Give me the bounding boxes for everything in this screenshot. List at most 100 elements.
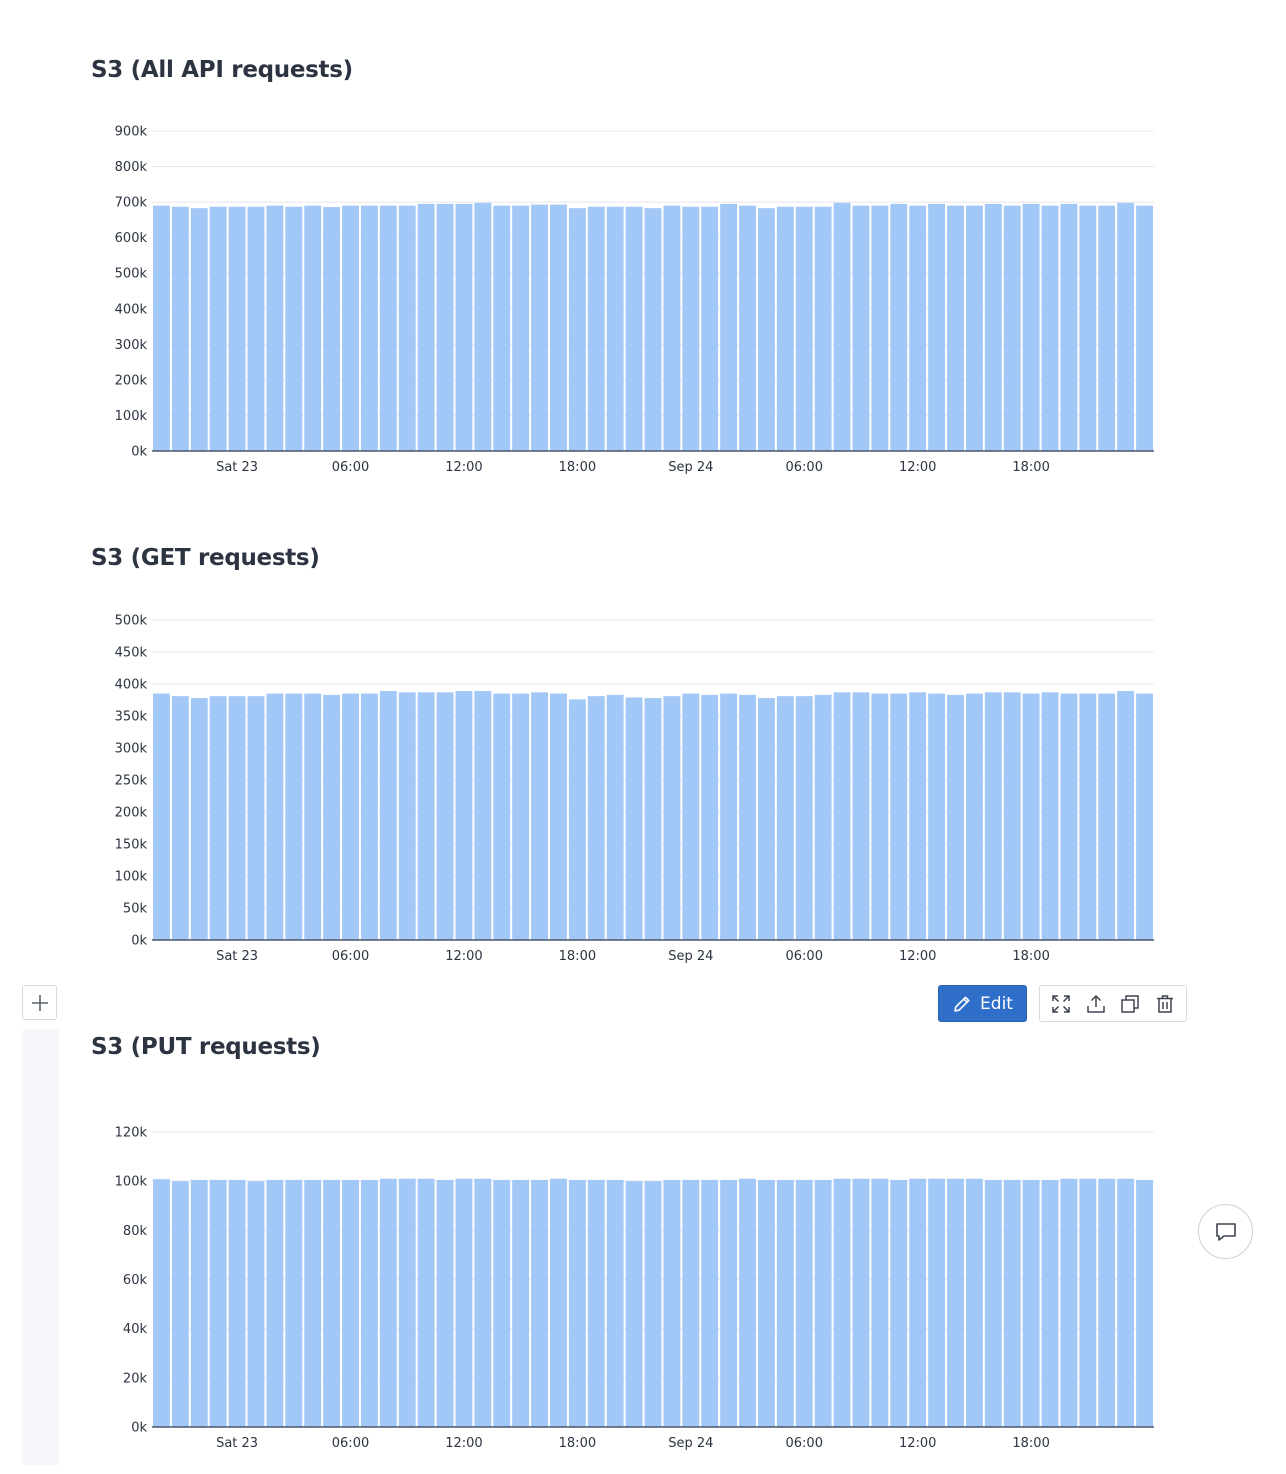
bar[interactable] [474, 691, 492, 940]
bar[interactable] [814, 1179, 832, 1427]
bar[interactable] [455, 203, 473, 451]
bar[interactable] [720, 693, 738, 940]
bar[interactable] [644, 208, 662, 451]
bar[interactable] [360, 205, 378, 451]
bar[interactable] [1079, 205, 1097, 451]
bar[interactable] [266, 205, 284, 451]
bar[interactable] [474, 1178, 492, 1427]
bar[interactable] [171, 206, 189, 451]
bar[interactable] [701, 1179, 719, 1427]
bar[interactable] [947, 1178, 964, 1427]
bar[interactable] [493, 1179, 511, 1427]
bar[interactable] [285, 206, 303, 451]
bar[interactable] [190, 208, 208, 451]
bar[interactable] [1136, 1179, 1153, 1427]
bar[interactable] [757, 698, 775, 940]
bar[interactable] [833, 692, 851, 940]
bar[interactable] [455, 691, 473, 940]
share-button[interactable] [1083, 991, 1109, 1017]
bar[interactable] [928, 203, 946, 451]
bar[interactable] [1098, 1178, 1116, 1427]
bar[interactable] [398, 1178, 416, 1427]
bar[interactable] [171, 1181, 189, 1427]
bar[interactable] [1041, 205, 1059, 451]
bar[interactable] [190, 1179, 208, 1427]
bar[interactable] [682, 206, 700, 451]
bar[interactable] [550, 1178, 567, 1427]
bar[interactable] [474, 202, 492, 451]
panel-drag-strip[interactable] [22, 1029, 59, 1465]
bar[interactable] [833, 1178, 851, 1427]
bar[interactable] [795, 1179, 813, 1427]
bar[interactable] [266, 693, 284, 940]
bar[interactable] [1060, 203, 1078, 451]
bar[interactable] [1022, 203, 1040, 451]
bar[interactable] [606, 206, 624, 451]
bar[interactable] [682, 693, 700, 940]
bar[interactable] [795, 696, 813, 940]
bar[interactable] [625, 1181, 643, 1427]
bar[interactable] [587, 206, 605, 451]
bar[interactable] [1060, 693, 1078, 940]
bar[interactable] [568, 699, 586, 940]
bar[interactable] [795, 206, 813, 451]
bar[interactable] [757, 1179, 775, 1427]
bar[interactable] [814, 206, 832, 451]
bar[interactable] [776, 1179, 794, 1427]
bar[interactable] [550, 204, 567, 451]
bar[interactable] [285, 1179, 303, 1427]
bar[interactable] [1117, 202, 1135, 451]
bar[interactable] [1022, 693, 1040, 940]
bar[interactable] [984, 1179, 1002, 1427]
bar[interactable] [965, 693, 983, 940]
bar[interactable] [228, 206, 246, 451]
bar[interactable] [1117, 691, 1135, 940]
bar[interactable] [304, 1179, 322, 1427]
bar[interactable] [1041, 692, 1059, 940]
bar[interactable] [323, 694, 341, 940]
bar[interactable] [209, 1179, 227, 1427]
bar[interactable] [1041, 1179, 1059, 1427]
bar[interactable] [1003, 1179, 1021, 1427]
bar[interactable] [852, 692, 870, 940]
bar[interactable] [360, 1179, 378, 1427]
bar[interactable] [909, 1178, 927, 1427]
bar[interactable] [436, 203, 454, 451]
bar[interactable] [1136, 693, 1153, 940]
bar[interactable] [153, 205, 170, 451]
bar[interactable] [776, 206, 794, 451]
bar[interactable] [342, 693, 359, 940]
bar[interactable] [342, 1179, 359, 1427]
bar[interactable] [323, 1179, 341, 1427]
bar[interactable] [606, 1179, 624, 1427]
bar[interactable] [153, 1179, 170, 1427]
bar[interactable] [417, 203, 435, 451]
bar[interactable] [209, 206, 227, 451]
bar[interactable] [512, 205, 530, 451]
bar[interactable] [247, 1181, 265, 1427]
bar[interactable] [625, 697, 643, 940]
bar[interactable] [379, 1178, 397, 1427]
bar[interactable] [701, 206, 719, 451]
bar[interactable] [663, 696, 681, 940]
bar[interactable] [947, 694, 964, 940]
bar[interactable] [436, 692, 454, 940]
bar[interactable] [550, 693, 567, 940]
bar[interactable] [682, 1179, 700, 1427]
bar[interactable] [436, 1179, 454, 1427]
bar[interactable] [852, 1178, 870, 1427]
bar[interactable] [398, 205, 416, 451]
bar[interactable] [1003, 692, 1021, 940]
bar[interactable] [531, 1179, 549, 1427]
bar[interactable] [606, 694, 624, 940]
bar[interactable] [398, 692, 416, 940]
bar[interactable] [720, 203, 738, 451]
bar[interactable] [304, 205, 322, 451]
bar[interactable] [890, 1179, 908, 1427]
bar[interactable] [587, 696, 605, 940]
bar[interactable] [776, 696, 794, 940]
bar[interactable] [1003, 205, 1021, 451]
bar[interactable] [1136, 205, 1153, 451]
bar[interactable] [909, 692, 927, 940]
bar[interactable] [928, 693, 946, 940]
